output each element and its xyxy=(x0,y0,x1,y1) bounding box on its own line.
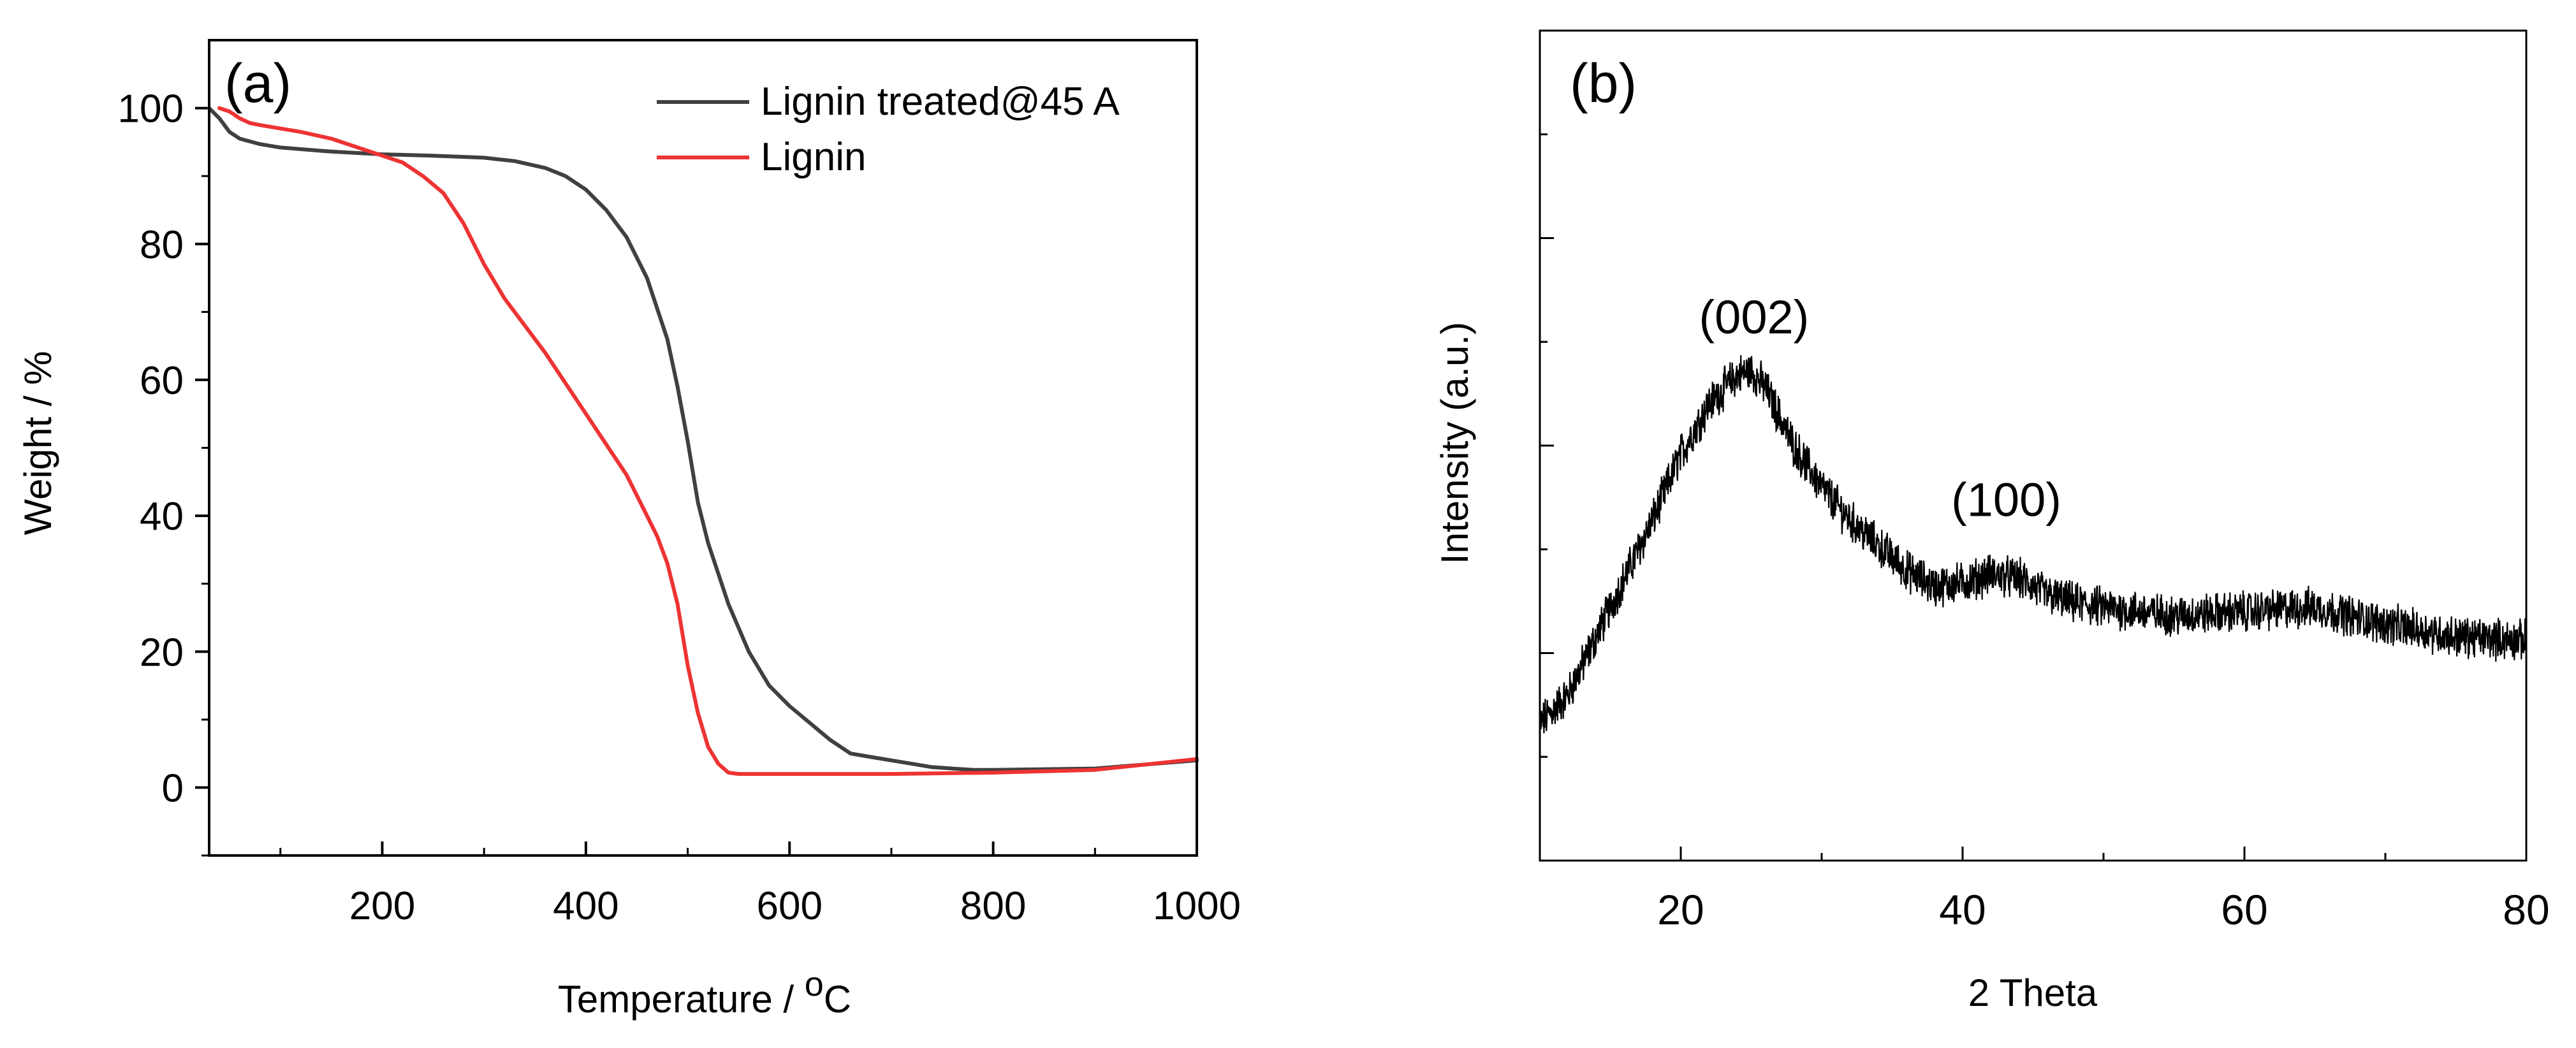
tga-series-line-1 xyxy=(217,106,1199,776)
xrd-x-tick-label: 60 xyxy=(2221,886,2267,933)
xrd-peak-label-002: (002) xyxy=(1699,291,1810,344)
xrd-axes: 20 40 60 80 xyxy=(1539,29,2550,933)
tga-x-axis-label-unit: C xyxy=(824,978,851,1021)
xrd-pattern-line xyxy=(1539,355,2528,734)
tga-x-tick-label: 1000 xyxy=(1153,884,1241,928)
xrd-chart: 20 40 60 80 (b) Intensity (a.u.) 2 Theta (0… xyxy=(1433,29,2550,1014)
xrd-x-axis-label: 2 Theta xyxy=(1968,972,2098,1014)
tga-plot-frame xyxy=(208,39,1198,857)
legend-label-lignin-treated: Lignin treated@45 A xyxy=(761,80,1120,124)
tga-y-tick-label: 20 xyxy=(140,630,184,674)
xrd-x-tick-label: 80 xyxy=(2503,886,2549,933)
xrd-panel-label: (b) xyxy=(1570,53,1637,114)
xrd-y-axis-label: Intensity (a.u.) xyxy=(1433,322,1476,564)
xrd-peak-label-100: (100) xyxy=(1951,474,2061,527)
tga-legend: Lignin treated@45 A Lignin xyxy=(657,80,1120,179)
xrd-x-tick-label: 20 xyxy=(1657,886,1704,933)
tga-y-axis-label: Weight / % xyxy=(17,351,59,535)
tga-series-line-0 xyxy=(207,106,1199,772)
tga-x-tick-label: 400 xyxy=(553,884,618,928)
tga-x-tick-label: 800 xyxy=(960,884,1026,928)
tga-y-tick-label: 80 xyxy=(140,223,184,267)
tga-x-axis-label-sup: o xyxy=(805,965,824,1003)
legend-label-lignin: Lignin xyxy=(761,135,866,179)
tga-series-group xyxy=(207,106,1199,776)
xrd-plot-frame xyxy=(1539,29,2528,862)
tga-x-tick-label: 200 xyxy=(349,884,415,928)
tga-y-tick-label: 60 xyxy=(140,359,184,403)
tga-x-axis-label: Temperature / oC xyxy=(558,965,851,1021)
tga-panel-label: (a) xyxy=(224,53,291,114)
xrd-series-group xyxy=(1539,355,2528,734)
xrd-x-tick-label: 40 xyxy=(1939,886,1986,933)
tga-x-tick-label: 600 xyxy=(757,884,823,928)
tga-y-tick-label: 0 xyxy=(162,766,184,810)
tga-axes: 200 400 600 800 1000 0 20 40 60 80 100 xyxy=(118,87,1241,928)
tga-x-axis-label-text: Temperature / xyxy=(558,978,805,1021)
tga-chart: 200 400 600 800 1000 0 20 40 60 80 100 (a) Weight … xyxy=(17,39,1241,1021)
tga-y-tick-label: 40 xyxy=(140,495,184,539)
tga-y-tick-label: 100 xyxy=(118,87,184,131)
